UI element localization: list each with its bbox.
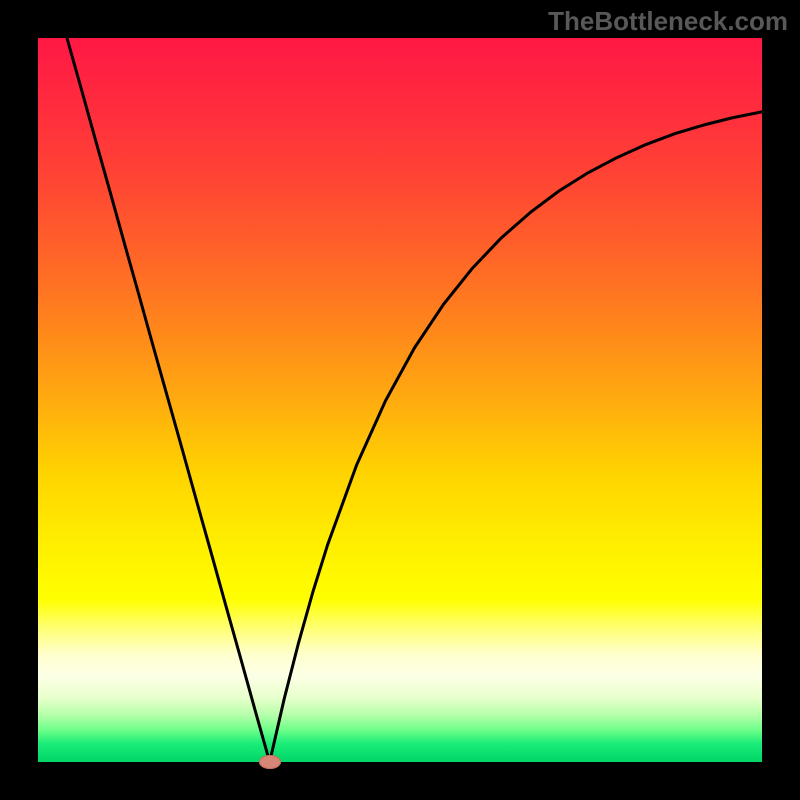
- curve-svg: [38, 38, 762, 762]
- watermark: TheBottleneck.com: [548, 6, 788, 37]
- chart-container: TheBottleneck.com: [0, 0, 800, 800]
- minimum-marker: [259, 755, 281, 769]
- curve-right: [270, 112, 762, 762]
- plot-area: [38, 38, 762, 762]
- curve-left: [67, 38, 270, 762]
